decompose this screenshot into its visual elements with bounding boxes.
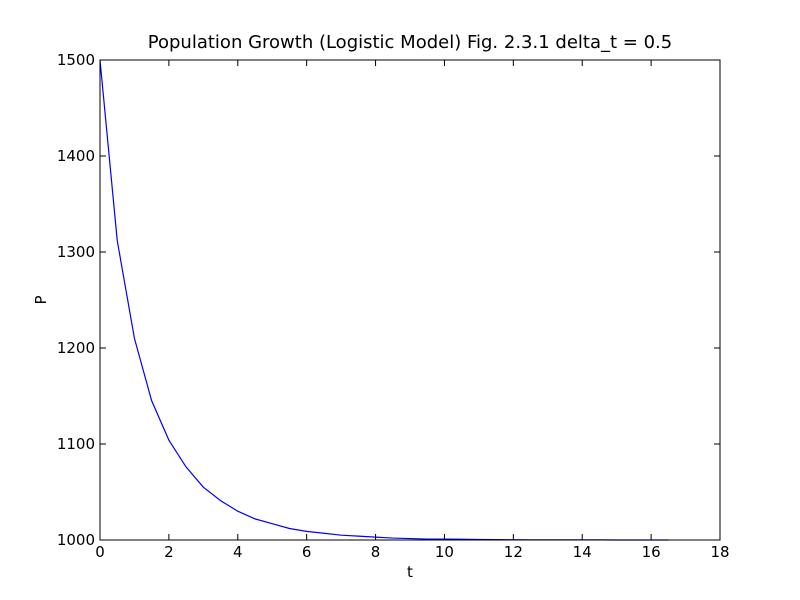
x-tick-label: 16: [642, 543, 661, 561]
x-tick-label: 6: [302, 543, 312, 561]
y-tick-label: 1200: [57, 339, 95, 357]
y-tick-label: 1000: [57, 531, 95, 549]
y-axis-label: P: [32, 295, 50, 304]
chart-title: Population Growth (Logistic Model) Fig. …: [148, 32, 672, 53]
axis-ticks: 0 2 4 6 8 10 12 14 16 18 1000 1100 1200 1300 1400 1500: [57, 51, 730, 561]
x-tick-label: 18: [710, 543, 729, 561]
y-tick-label: 1300: [57, 243, 95, 261]
x-tick-label: 0: [95, 543, 105, 561]
y-tick-label: 1500: [57, 51, 95, 69]
x-tick-label: 14: [573, 543, 592, 561]
y-tick-label: 1100: [57, 435, 95, 453]
x-tick-label: 2: [164, 543, 174, 561]
x-tick-label: 10: [435, 543, 454, 561]
x-tick-label: 8: [371, 543, 381, 561]
x-tick-label: 4: [233, 543, 243, 561]
y-tick-label: 1400: [57, 147, 95, 165]
x-tick-label: 12: [504, 543, 523, 561]
plot-frame: [99, 59, 721, 541]
x-axis-label: t: [407, 563, 413, 581]
